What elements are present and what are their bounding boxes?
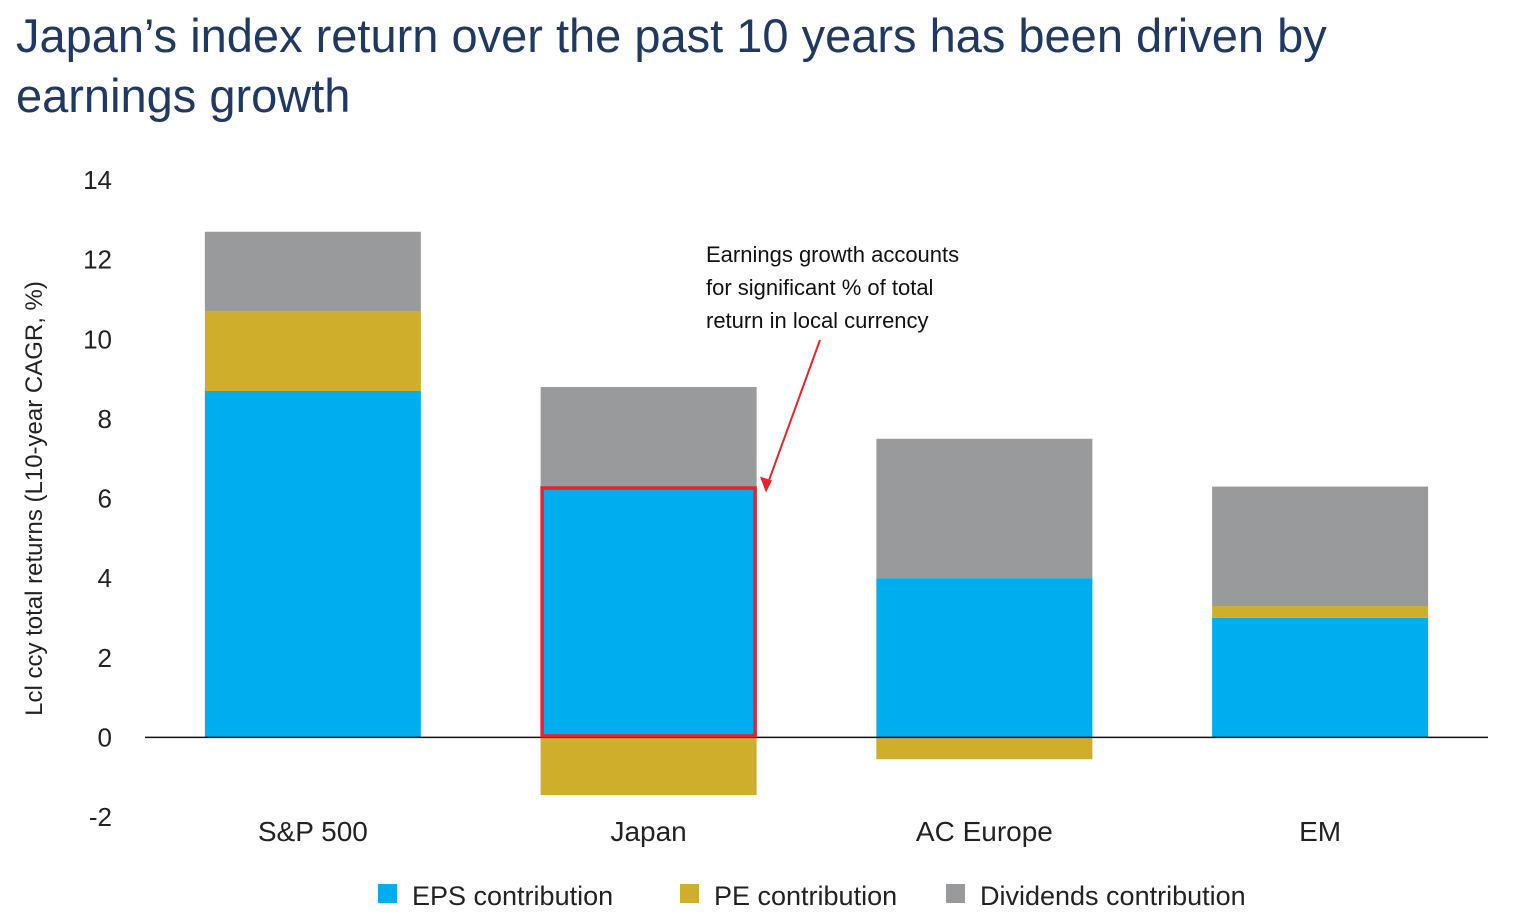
annotation-text-line: return in local currency xyxy=(706,308,929,333)
legend-swatch xyxy=(680,884,699,903)
annotation-arrow-line xyxy=(765,339,821,489)
x-category-label: Japan xyxy=(610,816,686,847)
bar-segment-pe-contribution xyxy=(1212,605,1429,618)
bar-segment-dividends-contribution xyxy=(204,231,421,312)
bar-segment-pe-contribution xyxy=(540,737,757,796)
y-axis-label: Lcl ccy total returns (L10-year CAGR, %) xyxy=(21,281,48,716)
chart-title: Japan’s index return over the past 10 ye… xyxy=(16,9,1327,122)
bar-segment-eps-contribution xyxy=(876,578,1093,738)
x-category-label: AC Europe xyxy=(916,816,1053,847)
annotation-text-line: Earnings growth accounts xyxy=(706,242,959,267)
legend-swatch xyxy=(946,884,965,903)
y-tick-label: 14 xyxy=(83,165,112,195)
y-tick-label: 0 xyxy=(98,722,112,752)
y-tick-label: 12 xyxy=(83,245,112,275)
annotation-arrow-head xyxy=(760,476,772,493)
y-tick-label: 2 xyxy=(98,643,112,673)
highlight-box xyxy=(540,486,757,738)
legend-label: EPS contribution xyxy=(412,881,613,911)
bar-segment-dividends-contribution xyxy=(876,438,1093,579)
bar-segment-pe-contribution xyxy=(876,737,1093,760)
x-category-label: EM xyxy=(1299,816,1341,847)
y-tick-label: -2 xyxy=(89,802,112,832)
y-tick-label: 4 xyxy=(98,563,112,593)
bar-segment-dividends-contribution xyxy=(1212,486,1429,606)
y-tick-label: 10 xyxy=(83,324,112,354)
legend-swatch xyxy=(378,884,397,903)
bar-segment-dividends-contribution xyxy=(540,387,757,487)
legend-label: PE contribution xyxy=(714,881,897,911)
bar-segment-eps-contribution xyxy=(1212,617,1429,738)
y-tick-label: 8 xyxy=(98,404,112,434)
x-category-label: S&P 500 xyxy=(258,816,368,847)
bar-segment-eps-contribution xyxy=(204,391,421,738)
bar-segment-pe-contribution xyxy=(204,311,421,392)
legend-label: Dividends contribution xyxy=(980,881,1246,911)
bar-segment-eps-contribution xyxy=(540,486,757,738)
annotation-text-line: for significant % of total xyxy=(706,275,933,300)
y-tick-label: 6 xyxy=(98,484,112,514)
